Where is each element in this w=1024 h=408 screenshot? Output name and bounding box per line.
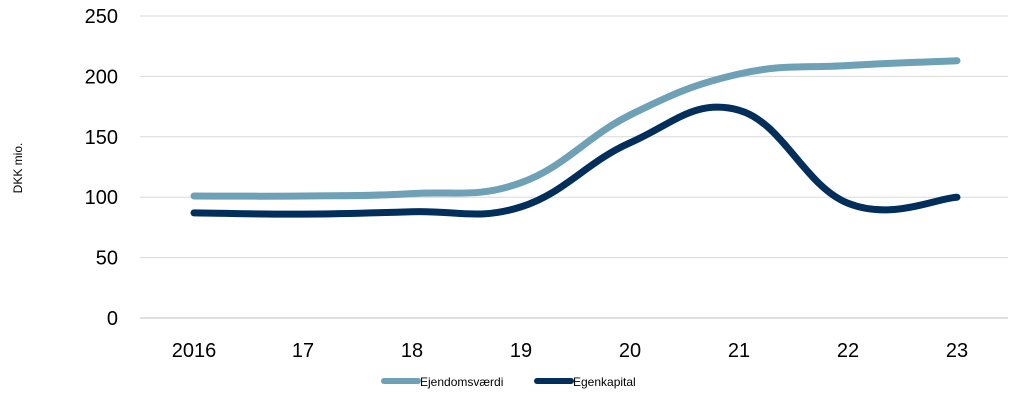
x-tick-label: 19 (510, 340, 532, 362)
x-tick-label: 21 (728, 340, 750, 362)
x-tick-label: 22 (837, 340, 859, 362)
y-tick-label: 0 (107, 308, 118, 330)
y-tick-label: 100 (85, 187, 118, 209)
x-axis-ticks: 2016 17 18 19 20 21 22 23 (172, 340, 968, 362)
y-axis-ticks: 0 50 100 150 200 250 (85, 6, 118, 330)
legend-label-egenkapital: Egenkapital (573, 375, 636, 389)
x-tick-label: 20 (619, 340, 641, 362)
y-tick-label: 50 (96, 248, 118, 270)
legend: Ejendomsværdi Egenkapital (381, 375, 636, 389)
series-line-1 (190, 103, 961, 218)
x-tick-label: 18 (401, 340, 423, 362)
x-tick-label: 17 (292, 340, 314, 362)
series-lines (190, 57, 961, 218)
y-tick-label: 150 (85, 127, 118, 149)
y-axis-label: DKK mio. (11, 143, 25, 194)
series-line-0 (190, 57, 961, 200)
x-tick-label: 23 (946, 340, 968, 362)
x-tick-label: 2016 (172, 340, 217, 362)
y-tick-label: 200 (85, 66, 118, 88)
legend-label-ejendomsvaerdi: Ejendomsværdi (420, 375, 503, 389)
y-tick-label: 250 (85, 6, 118, 28)
